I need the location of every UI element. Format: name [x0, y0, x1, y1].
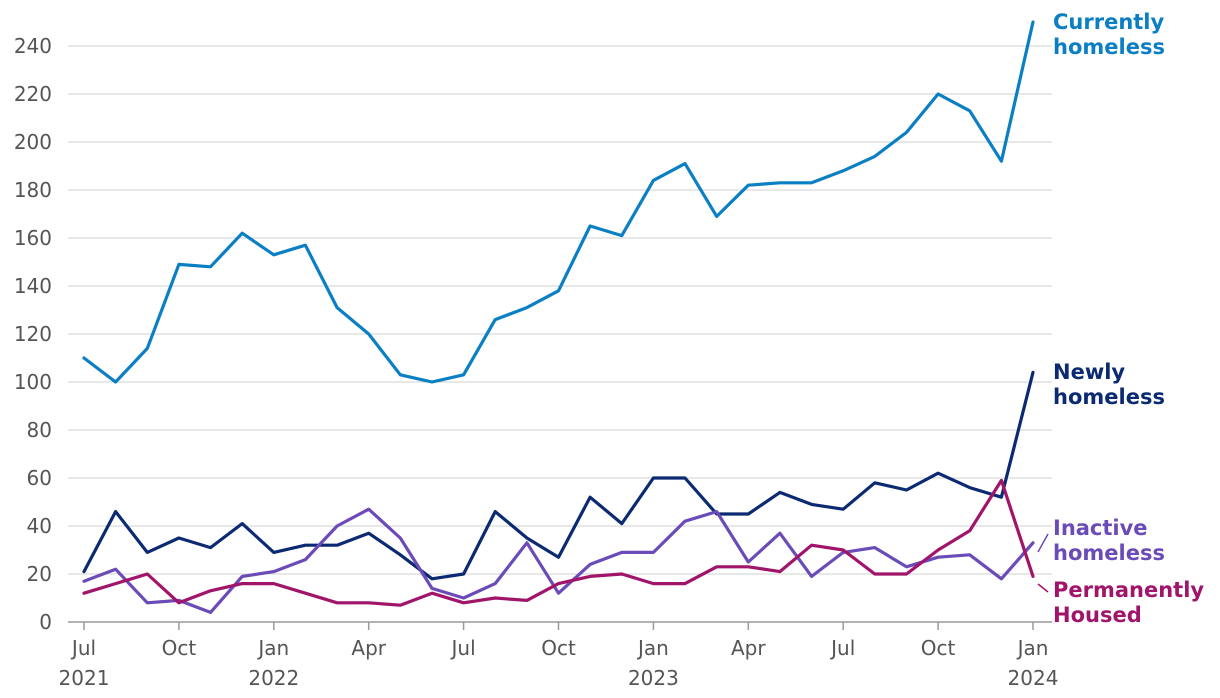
series-label-permanently-housed: Permanently Housed — [1053, 578, 1204, 627]
y-tick-label: 220 — [14, 82, 52, 106]
series-lines — [82, 20, 1035, 615]
series-label-inactive-homeless: Inactive homeless — [1053, 516, 1165, 565]
x-tick-label-year: 2023 — [628, 666, 679, 690]
series-label-newly-homeless: Newly homeless — [1053, 360, 1165, 409]
series-line-currently-homeless — [82, 20, 1035, 384]
series-label-currently-homeless: Currently homeless — [1053, 10, 1165, 59]
x-tick-label-year: 2022 — [248, 666, 299, 690]
x-tick-label-month: Jan — [1016, 636, 1049, 660]
series-labels: Currently homeless Newly homeless Inactive ho… — [1037, 10, 1204, 627]
series-line-permanently-housed — [82, 478, 1035, 607]
x-tick-label-month: Oct — [921, 636, 956, 660]
y-tick-label: 120 — [14, 322, 52, 346]
x-axis-ticks: Jul 2021 Oct Jan 2022 Apr Jul Oct Jan 2023 Apr Jul O… — [59, 622, 1059, 690]
x-tick-label-month: Jul — [450, 636, 476, 660]
series-line-newly-homeless — [82, 370, 1035, 581]
y-tick-label: 180 — [14, 178, 52, 202]
gridlines — [68, 45, 1052, 623]
y-tick-label: 80 — [27, 418, 52, 442]
x-tick-label-month: Apr — [731, 636, 766, 660]
y-tick-label: 140 — [14, 274, 52, 298]
y-tick-label: 0 — [39, 610, 52, 634]
y-tick-label: 60 — [27, 466, 52, 490]
y-tick-label: 240 — [14, 34, 52, 58]
y-tick-label: 40 — [27, 514, 52, 538]
x-tick-label-month: Jan — [636, 636, 669, 660]
x-tick-label-year: 2021 — [59, 666, 110, 690]
x-tick-label-month: Oct — [541, 636, 576, 660]
x-tick-label-month: Jan — [256, 636, 289, 660]
x-tick-label-month: Jul — [829, 636, 855, 660]
x-tick-label-year: 2024 — [1008, 666, 1059, 690]
x-tick-label-month: Oct — [162, 636, 197, 660]
y-axis-ticks: 0 20 40 60 80 100 120 140 160 180 200 220 240 — [14, 34, 52, 634]
y-tick-label: 20 — [27, 562, 52, 586]
x-tick-label-month: Jul — [70, 636, 96, 660]
y-tick-label: 100 — [14, 370, 52, 394]
y-tick-label: 200 — [14, 130, 52, 154]
series-line-inactive-homeless — [82, 507, 1035, 615]
series-label-leader — [1037, 583, 1049, 593]
y-tick-label: 160 — [14, 226, 52, 250]
x-tick-label-month: Apr — [351, 636, 386, 660]
series-label-leader — [1037, 533, 1049, 553]
